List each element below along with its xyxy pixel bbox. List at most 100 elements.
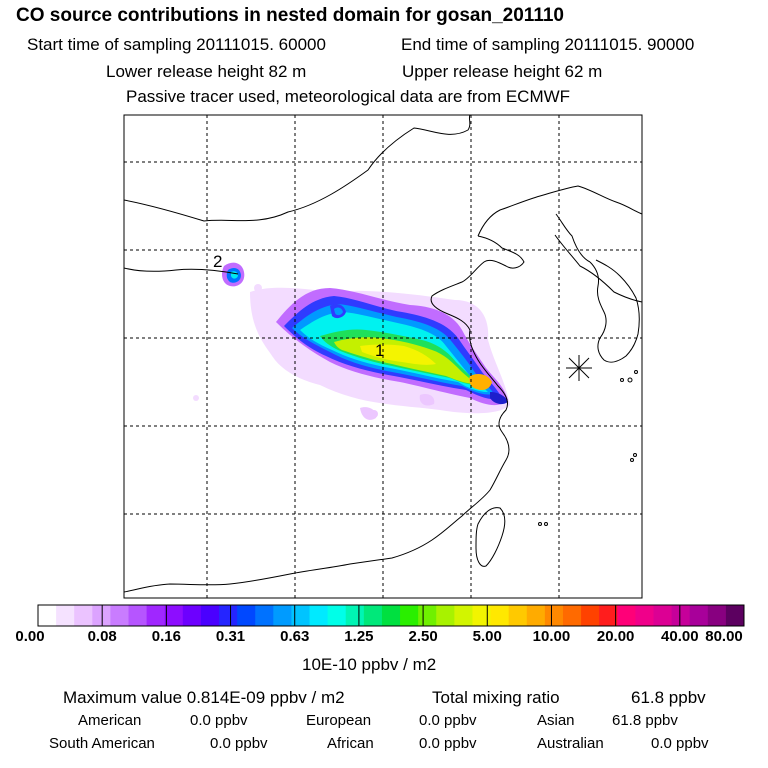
- colorbar-swatch: [544, 605, 564, 626]
- upper-release-height: Upper release height 62 m: [402, 62, 603, 81]
- source-label-2: 2: [213, 252, 222, 271]
- colorbar-swatch: [56, 605, 75, 626]
- border-line: [554, 234, 642, 303]
- coastline: [124, 235, 525, 593]
- china-inland-border: [124, 267, 239, 275]
- colorbar-swatch: [400, 605, 419, 626]
- colorbar-swatch: [508, 605, 528, 626]
- colorbar-tick-label: 20.00: [596, 628, 635, 645]
- source-name: European: [306, 712, 372, 729]
- lower-release-height: Lower release height 82 m: [106, 62, 307, 81]
- island: [627, 377, 633, 383]
- plume-dot: [254, 284, 262, 292]
- total-mixing-label: Total mixing ratio: [432, 688, 560, 707]
- colorbar-swatch: [635, 605, 654, 626]
- island: [538, 522, 542, 526]
- colorbar-swatch: [599, 605, 618, 626]
- island: [633, 453, 637, 457]
- colorbar-swatch: [363, 605, 383, 626]
- plume-haze-spots: [360, 394, 435, 420]
- coastline: [477, 185, 642, 237]
- source-name: Australian: [537, 735, 604, 752]
- colorbar-tick-label: 5.00: [472, 628, 502, 645]
- colorbar-swatch: [38, 605, 57, 626]
- max-value: Maximum value 0.814E-09 ppbv / m2: [63, 688, 345, 707]
- colorbar-swatch: [237, 605, 256, 626]
- source-value: 0.0 ppbv: [190, 712, 248, 729]
- border-line: [124, 115, 471, 222]
- receptor-marker: [566, 355, 592, 381]
- colorbar-tick-label: 10.00: [532, 628, 571, 645]
- colorbar-swatch: [436, 605, 455, 626]
- colorbar-tick-label: 0.63: [280, 628, 310, 645]
- colorbar-swatch: [454, 605, 473, 626]
- colorbar-swatch: [110, 605, 130, 626]
- colorbar-tick-label: 0.00: [15, 628, 45, 645]
- colorbar-tick-label: 40.00: [661, 628, 699, 645]
- colorbar-swatch: [219, 605, 238, 626]
- coastline-layer: [124, 115, 642, 593]
- plume-dot: [370, 410, 378, 418]
- colorbar-swatch: [725, 605, 745, 626]
- plume-layer: [193, 262, 510, 420]
- colorbar-swatch: [291, 605, 311, 626]
- map-frame: [123, 114, 643, 599]
- colorbar-swatch: [146, 605, 166, 626]
- plume-yellow: [360, 344, 436, 365]
- plume-coast-rim: [490, 392, 508, 405]
- colorbar-swatch: [255, 605, 274, 626]
- colorbar-units: 10E-10 ppbv / m2: [302, 655, 437, 674]
- colorbar-swatch: [74, 605, 93, 626]
- colorbar-tick-label: 1.25: [344, 628, 374, 645]
- colorbar-tick-label: 0.31: [215, 628, 246, 645]
- colorbar-swatch: [327, 605, 347, 626]
- colorbar-swatch: [490, 605, 510, 626]
- colorbar-swatch: [381, 605, 401, 626]
- source-value: 0.0 ppbv: [210, 735, 268, 752]
- colorbar: [37, 604, 745, 627]
- island: [620, 378, 624, 382]
- source-label-1: 1: [375, 341, 384, 360]
- colorbar-swatch: [526, 605, 546, 626]
- colorbar-swatch: [617, 605, 636, 626]
- taiwan-coast: [475, 507, 506, 567]
- source-value: 61.8 ppbv: [612, 712, 678, 729]
- colorbar-swatch: [273, 605, 292, 626]
- colorbar-swatch: [689, 605, 709, 626]
- plot-title: CO source contributions in nested domain…: [16, 5, 564, 26]
- colorbar-tick-label: 2.50: [408, 628, 438, 645]
- source-name: American: [78, 712, 142, 729]
- coastline: [555, 213, 591, 263]
- end-time: End time of sampling 20111015. 90000: [401, 35, 695, 54]
- colorbar-swatch: [707, 605, 727, 626]
- colorbar-tick-label: 80.00: [705, 628, 743, 645]
- island: [544, 522, 548, 526]
- colorbar-swatch: [164, 605, 184, 626]
- source-name: Asian: [537, 712, 575, 729]
- colorbar-swatch: [671, 605, 691, 626]
- colorbar-swatch: [128, 605, 148, 626]
- colorbar-swatch: [182, 605, 202, 626]
- korea-coast: [589, 259, 640, 363]
- source-name: African: [327, 735, 374, 752]
- island: [634, 370, 638, 374]
- colorbar-swatch: [562, 605, 582, 626]
- tracer-note: Passive tracer used, meteorological data…: [126, 87, 571, 106]
- plume-hotspot: [469, 374, 492, 390]
- colorbar-swatch: [309, 605, 329, 626]
- colorbar-swatch: [345, 605, 365, 626]
- source-value: 0.0 ppbv: [651, 735, 709, 752]
- source-name: South American: [49, 735, 155, 752]
- source-value: 0.0 ppbv: [419, 712, 477, 729]
- colorbar-swatch: [418, 605, 437, 626]
- colorbar-swatch: [653, 605, 673, 626]
- start-time: Start time of sampling 20111015. 60000: [27, 35, 326, 54]
- colorbar-swatch: [472, 605, 492, 626]
- colorbar-swatch: [92, 605, 111, 626]
- colorbar-swatch: [200, 605, 220, 626]
- grid-lines: [124, 115, 642, 598]
- plume-dot: [193, 395, 199, 401]
- colorbar-swatch: [581, 605, 600, 626]
- island: [630, 458, 634, 462]
